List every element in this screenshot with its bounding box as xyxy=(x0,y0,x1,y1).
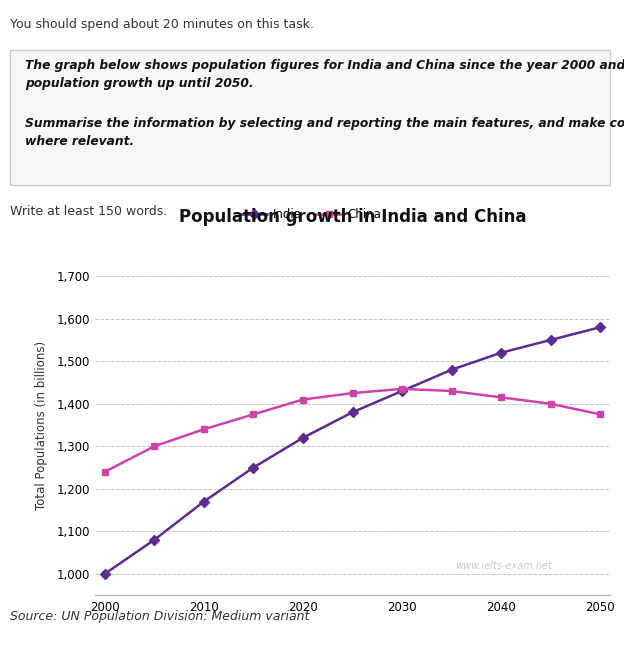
Y-axis label: Total Populations (in billions): Total Populations (in billions) xyxy=(36,340,48,509)
Text: The graph below shows population figures for India and China since the year 2000: The graph below shows population figures… xyxy=(25,59,624,90)
Text: www.ielts-exam.net: www.ielts-exam.net xyxy=(456,561,552,571)
FancyBboxPatch shape xyxy=(10,50,610,185)
Text: Write at least 150 words.: Write at least 150 words. xyxy=(10,205,167,218)
Text: Summarise the information by selecting and reporting the main features, and make: Summarise the information by selecting a… xyxy=(25,118,624,148)
Text: Source: UN Population Division: Medium variant: Source: UN Population Division: Medium v… xyxy=(10,610,310,623)
Text: You should spend about 20 minutes on this task.: You should spend about 20 minutes on thi… xyxy=(10,18,314,31)
Text: Population growth in India and China: Population growth in India and China xyxy=(178,208,526,226)
Legend: India, China: India, China xyxy=(236,203,386,225)
